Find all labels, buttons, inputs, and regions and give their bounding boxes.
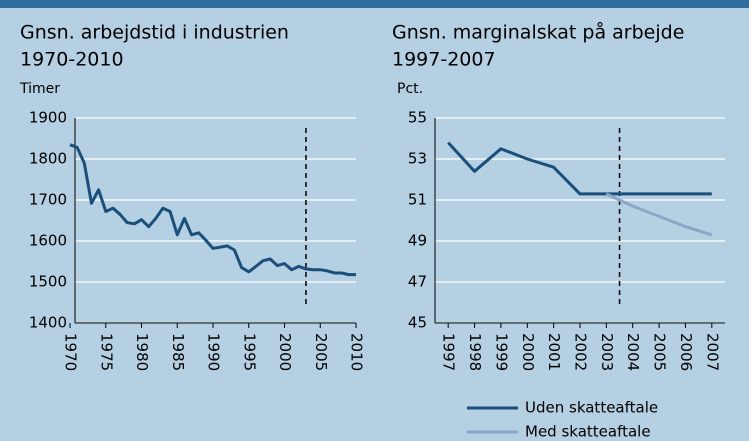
chart-subtitle: 1997-2007 — [392, 49, 496, 71]
y-tick-label: 47 — [408, 273, 427, 291]
x-tick-label: 1975 — [97, 333, 115, 371]
y-tick-label: 55 — [408, 109, 427, 127]
x-tick-label: 1997 — [440, 333, 458, 371]
y-axis-label: Timer — [19, 81, 60, 97]
x-tick-label: 1999 — [492, 333, 510, 371]
data-line — [605, 192, 713, 237]
legend-label: Uden skatteaftale — [525, 399, 658, 417]
x-tick-label: 2005 — [651, 333, 669, 371]
x-tick-label: 1998 — [466, 333, 484, 371]
y-tick-label: 1900 — [29, 109, 67, 127]
y-tick-label: 51 — [408, 191, 427, 209]
x-tick-label: 2000 — [519, 333, 537, 371]
data-line — [447, 141, 712, 196]
x-tick-label: 2002 — [572, 333, 590, 371]
legend-label: Med skatteaftale — [525, 423, 651, 441]
y-tick-label: 45 — [408, 314, 427, 332]
y-tick-label: 1600 — [29, 232, 67, 250]
chart-title: Gnsn. marginalskat på arbejde — [392, 21, 684, 44]
y-tick-label: 1400 — [29, 314, 67, 332]
data-line — [69, 143, 356, 277]
y-tick-label: 1700 — [29, 191, 67, 209]
top-bar — [0, 0, 749, 8]
x-tick-label: 1980 — [133, 333, 151, 371]
x-tick-label: 1985 — [169, 333, 187, 371]
x-tick-label: 2006 — [677, 333, 695, 371]
x-tick-label: 2007 — [703, 333, 721, 371]
x-tick-label: 2004 — [624, 333, 642, 371]
x-tick-label: 2001 — [545, 333, 563, 371]
y-axis-label: Pct. — [397, 81, 423, 97]
x-tick-label: 2005 — [312, 333, 330, 371]
x-tick-label: 2003 — [598, 333, 616, 371]
y-tick-label: 49 — [408, 232, 427, 250]
x-tick-label: 1990 — [205, 333, 223, 371]
x-tick-label: 2000 — [276, 333, 294, 371]
x-tick-label: 1970 — [62, 333, 80, 371]
chart-subtitle: 1970-2010 — [20, 49, 124, 71]
y-tick-label: 53 — [408, 150, 427, 168]
x-tick-label: 1995 — [240, 333, 258, 371]
y-tick-label: 1500 — [29, 273, 67, 291]
chart-title: Gnsn. arbejdstid i industrien — [20, 22, 289, 44]
y-tick-label: 1800 — [29, 150, 67, 168]
x-tick-label: 2010 — [348, 333, 366, 371]
